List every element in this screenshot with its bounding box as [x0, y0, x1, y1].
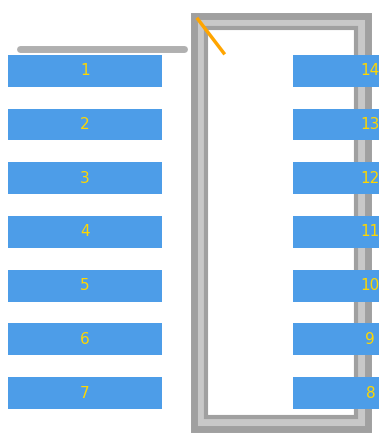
- Bar: [293, 270, 381, 301]
- Bar: [8, 163, 162, 194]
- Bar: [8, 270, 162, 301]
- Text: 14: 14: [361, 63, 380, 79]
- Bar: [293, 55, 381, 87]
- Bar: [206, 28, 356, 417]
- Text: 10: 10: [361, 278, 380, 293]
- Bar: [293, 163, 381, 194]
- Bar: [194, 16, 368, 429]
- Text: 7: 7: [80, 385, 90, 400]
- Text: 11: 11: [361, 225, 380, 239]
- Bar: [8, 216, 162, 248]
- Text: 9: 9: [365, 332, 375, 347]
- Text: 13: 13: [361, 117, 380, 132]
- Text: 1: 1: [80, 63, 90, 79]
- Text: 5: 5: [80, 278, 90, 293]
- Bar: [8, 323, 162, 355]
- Text: 2: 2: [80, 117, 90, 132]
- Bar: [293, 377, 381, 409]
- Bar: [194, 16, 368, 429]
- Bar: [8, 377, 162, 409]
- Bar: [293, 216, 381, 248]
- Text: 3: 3: [80, 171, 90, 186]
- Text: 4: 4: [80, 225, 90, 239]
- Text: 12: 12: [361, 171, 380, 186]
- Bar: [293, 323, 381, 355]
- Text: 8: 8: [365, 385, 375, 400]
- Bar: [8, 55, 162, 87]
- Bar: [293, 109, 381, 140]
- Text: 6: 6: [80, 332, 90, 347]
- Bar: [8, 109, 162, 140]
